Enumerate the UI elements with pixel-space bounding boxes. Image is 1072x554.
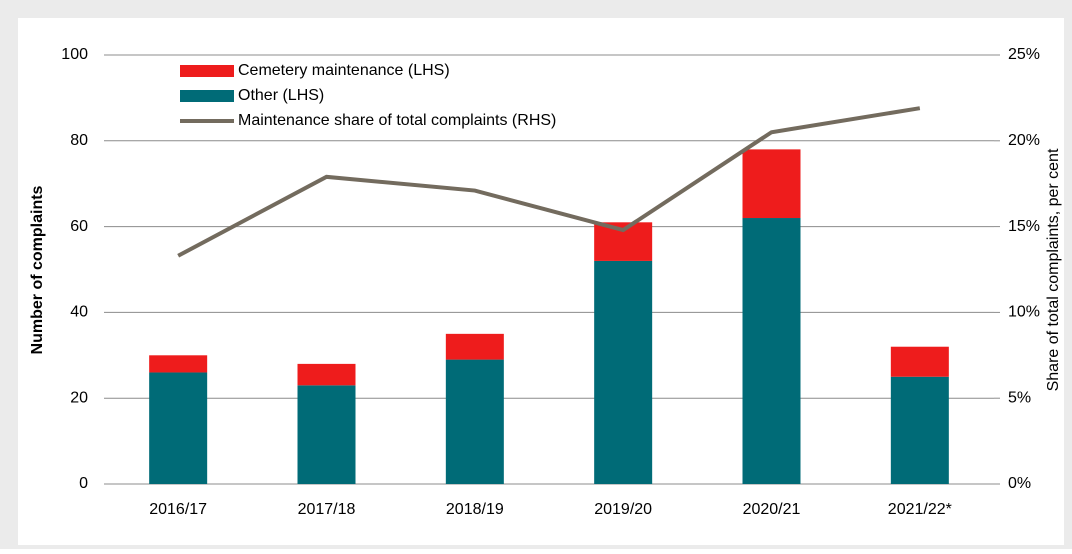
bar xyxy=(297,363,356,386)
y-tick-label: 60 xyxy=(70,218,88,235)
legend-label: Cemetery maintenance (LHS) xyxy=(238,62,450,79)
y2-tick-label: 0% xyxy=(1008,475,1031,492)
bar xyxy=(149,372,208,484)
bar xyxy=(445,333,504,360)
y-tick-label: 100 xyxy=(61,46,88,63)
legend-swatch xyxy=(180,65,234,77)
x-tick-label: 2019/20 xyxy=(594,501,652,518)
x-tick-label: 2021/22* xyxy=(888,501,952,518)
y-tick-label: 40 xyxy=(70,304,88,321)
y2-tick-label: 5% xyxy=(1008,389,1031,406)
bar xyxy=(742,149,801,219)
y2-tick-label: 25% xyxy=(1008,46,1040,63)
bar xyxy=(594,260,653,484)
x-tick-label: 2016/17 xyxy=(149,501,207,518)
x-tick-label: 2018/19 xyxy=(446,501,504,518)
bar xyxy=(890,346,949,377)
y-tick-label: 80 xyxy=(70,132,88,149)
x-tick-label: 2017/18 xyxy=(298,501,356,518)
y-tick-label: 0 xyxy=(79,475,88,492)
legend-swatch xyxy=(180,90,234,102)
legend-label: Other (LHS) xyxy=(238,87,324,104)
y2-axis-title: Share of total complaints, per cent xyxy=(1045,148,1062,391)
y-tick-label: 20 xyxy=(70,389,88,406)
legend-label: Maintenance share of total complaints (R… xyxy=(238,112,556,129)
y2-tick-label: 15% xyxy=(1008,218,1040,235)
bar xyxy=(445,359,504,484)
line-series xyxy=(177,106,921,258)
y2-tick-label: 10% xyxy=(1008,304,1040,321)
bar xyxy=(742,218,801,484)
bar xyxy=(890,376,949,484)
bar xyxy=(297,385,356,484)
y-axis-title: Number of complaints xyxy=(29,185,46,354)
y2-tick-label: 20% xyxy=(1008,132,1040,149)
bar xyxy=(149,355,208,373)
x-tick-label: 2020/21 xyxy=(743,501,801,518)
